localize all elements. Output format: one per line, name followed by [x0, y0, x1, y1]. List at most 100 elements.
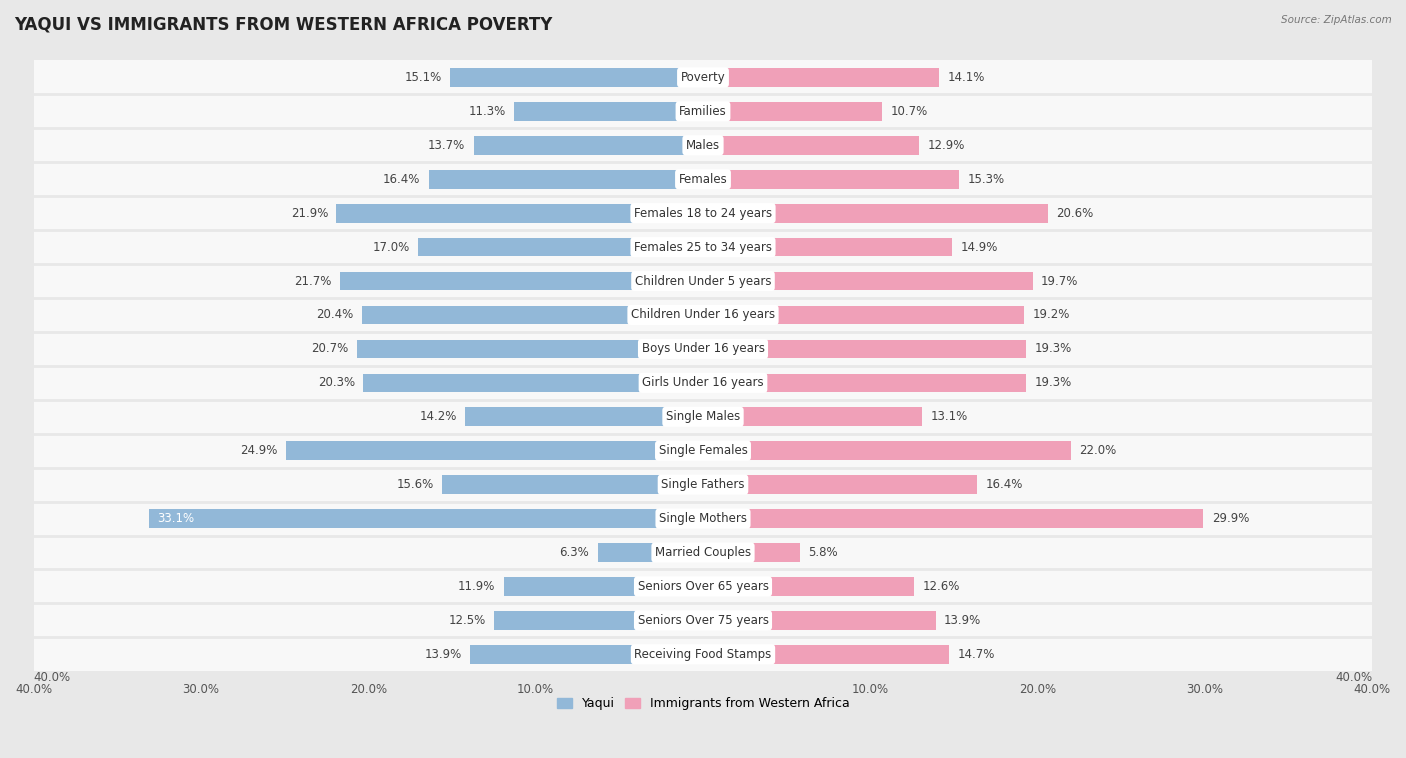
Bar: [503, 577, 703, 596]
Text: 24.9%: 24.9%: [240, 444, 278, 457]
Bar: [703, 102, 882, 121]
Text: 13.9%: 13.9%: [943, 614, 981, 627]
Text: Females 25 to 34 years: Females 25 to 34 years: [634, 240, 772, 254]
Text: 21.7%: 21.7%: [294, 274, 332, 287]
Bar: [703, 645, 949, 664]
Text: 12.6%: 12.6%: [922, 580, 960, 593]
Text: Seniors Over 75 years: Seniors Over 75 years: [637, 614, 769, 627]
Text: 13.1%: 13.1%: [931, 410, 967, 423]
Text: 29.9%: 29.9%: [1212, 512, 1249, 525]
Bar: [0, 298, 1406, 332]
Text: 19.2%: 19.2%: [1032, 309, 1070, 321]
Text: 12.9%: 12.9%: [928, 139, 965, 152]
Bar: [361, 305, 703, 324]
Bar: [513, 102, 703, 121]
Text: 13.9%: 13.9%: [425, 648, 463, 661]
Bar: [441, 475, 703, 494]
Text: 14.2%: 14.2%: [419, 410, 457, 423]
Text: 20.6%: 20.6%: [1056, 207, 1094, 220]
Text: 21.9%: 21.9%: [291, 207, 328, 220]
Bar: [703, 68, 939, 86]
Bar: [703, 136, 920, 155]
Text: 10.7%: 10.7%: [890, 105, 928, 118]
Bar: [703, 611, 935, 630]
Bar: [357, 340, 703, 359]
Bar: [0, 603, 1406, 637]
Bar: [287, 441, 703, 460]
Bar: [0, 366, 1406, 399]
Bar: [0, 502, 1406, 536]
Bar: [429, 170, 703, 189]
Text: Source: ZipAtlas.com: Source: ZipAtlas.com: [1281, 15, 1392, 25]
Text: 17.0%: 17.0%: [373, 240, 411, 254]
Text: 14.1%: 14.1%: [948, 71, 984, 84]
Text: Females 18 to 24 years: Females 18 to 24 years: [634, 207, 772, 220]
Bar: [494, 611, 703, 630]
Bar: [149, 509, 703, 528]
Bar: [703, 271, 1032, 290]
Bar: [598, 543, 703, 562]
Bar: [703, 475, 977, 494]
Bar: [471, 645, 703, 664]
Text: 20.3%: 20.3%: [318, 377, 354, 390]
Text: Families: Families: [679, 105, 727, 118]
Bar: [0, 332, 1406, 366]
Text: 20.4%: 20.4%: [316, 309, 353, 321]
Text: Married Couples: Married Couples: [655, 546, 751, 559]
Text: 5.8%: 5.8%: [808, 546, 838, 559]
Text: 13.7%: 13.7%: [427, 139, 465, 152]
Bar: [336, 204, 703, 223]
Text: 15.3%: 15.3%: [967, 173, 1004, 186]
Legend: Yaqui, Immigrants from Western Africa: Yaqui, Immigrants from Western Africa: [551, 692, 855, 715]
Bar: [0, 196, 1406, 230]
Bar: [703, 170, 959, 189]
Bar: [0, 230, 1406, 264]
Text: Receiving Food Stamps: Receiving Food Stamps: [634, 648, 772, 661]
Text: Poverty: Poverty: [681, 71, 725, 84]
Text: 11.9%: 11.9%: [458, 580, 495, 593]
Bar: [703, 238, 952, 256]
Text: 16.4%: 16.4%: [986, 478, 1024, 491]
Bar: [0, 61, 1406, 95]
Text: Single Females: Single Females: [658, 444, 748, 457]
Bar: [340, 271, 703, 290]
Text: 19.7%: 19.7%: [1040, 274, 1078, 287]
Bar: [0, 569, 1406, 603]
Text: Girls Under 16 years: Girls Under 16 years: [643, 377, 763, 390]
Text: 19.3%: 19.3%: [1035, 377, 1071, 390]
Text: Seniors Over 65 years: Seniors Over 65 years: [637, 580, 769, 593]
Bar: [703, 509, 1204, 528]
Text: 14.7%: 14.7%: [957, 648, 995, 661]
Bar: [0, 95, 1406, 128]
Text: 14.9%: 14.9%: [960, 240, 998, 254]
Text: Children Under 16 years: Children Under 16 years: [631, 309, 775, 321]
Text: 15.1%: 15.1%: [405, 71, 441, 84]
Text: 15.6%: 15.6%: [396, 478, 433, 491]
Bar: [703, 577, 914, 596]
Text: Boys Under 16 years: Boys Under 16 years: [641, 343, 765, 356]
Bar: [703, 204, 1047, 223]
Bar: [0, 399, 1406, 434]
Text: 6.3%: 6.3%: [560, 546, 589, 559]
Bar: [0, 637, 1406, 672]
Text: Single Fathers: Single Fathers: [661, 478, 745, 491]
Text: Single Mothers: Single Mothers: [659, 512, 747, 525]
Text: 11.3%: 11.3%: [468, 105, 506, 118]
Bar: [0, 162, 1406, 196]
Text: Single Males: Single Males: [666, 410, 740, 423]
Bar: [703, 374, 1026, 392]
Bar: [363, 374, 703, 392]
Bar: [703, 340, 1026, 359]
Bar: [703, 408, 922, 426]
Bar: [0, 434, 1406, 468]
Bar: [703, 305, 1025, 324]
Bar: [703, 441, 1071, 460]
Text: 20.7%: 20.7%: [311, 343, 349, 356]
Text: 33.1%: 33.1%: [157, 512, 194, 525]
Text: 12.5%: 12.5%: [449, 614, 485, 627]
Text: 40.0%: 40.0%: [34, 671, 70, 684]
Text: 16.4%: 16.4%: [382, 173, 420, 186]
Text: 22.0%: 22.0%: [1080, 444, 1116, 457]
Text: Females: Females: [679, 173, 727, 186]
Bar: [0, 264, 1406, 298]
